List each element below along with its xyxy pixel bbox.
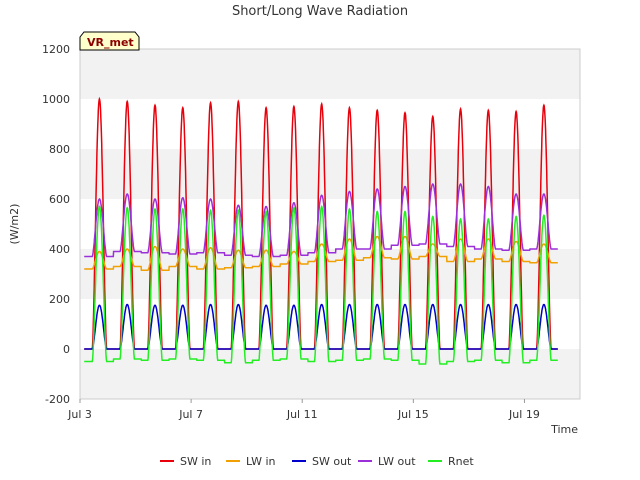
legend-label: SW in [180, 455, 211, 468]
y-tick-label: 1200 [42, 43, 70, 56]
legend-label: SW out [312, 455, 352, 468]
legend-label: Rnet [448, 455, 474, 468]
legend: SW in LW in SW out LW out Rnet [160, 455, 474, 468]
y-axis-ticks: -200 0 200 400 600 800 1000 1200 [42, 43, 70, 406]
x-axis-label: Time [550, 423, 578, 436]
series-line-rnet [84, 204, 558, 365]
legend-label: LW out [378, 455, 416, 468]
y-tick-label: 400 [49, 243, 70, 256]
y-tick-label: 200 [49, 293, 70, 306]
series-line-sw-out [84, 303, 558, 350]
y-tick-label: 600 [49, 193, 70, 206]
chart-title: Short/Long Wave Radiation [232, 4, 408, 19]
y-tick-label: 0 [63, 343, 70, 356]
site-tag: VR_met [79, 31, 140, 51]
legend-label: LW in [246, 455, 276, 468]
y-tick-label: 1000 [42, 93, 70, 106]
x-axis-ticks: Jul 3 Jul 7 Jul 11 Jul 15 Jul 19 [67, 399, 540, 421]
grid-band [80, 349, 580, 399]
y-axis-label: (W/m2) [8, 204, 21, 245]
x-tick-label: Jul 19 [508, 408, 540, 421]
grid-band [80, 49, 580, 99]
x-tick-label: Jul 11 [286, 408, 318, 421]
series-line-lw-in [84, 235, 558, 272]
x-tick-label: Jul 15 [397, 408, 429, 421]
x-tick-label: Jul 3 [67, 408, 92, 421]
grid-band [80, 149, 580, 199]
grid-band [80, 249, 580, 299]
plot-series [84, 96, 558, 365]
x-tick-label: Jul 7 [178, 408, 203, 421]
y-tick-label: -200 [45, 393, 70, 406]
series-line-lw-out [84, 183, 558, 258]
plot-bands [80, 49, 580, 399]
grid-band [80, 299, 580, 349]
site-tag-box [79, 31, 140, 51]
grid-band [80, 199, 580, 249]
grid-band [80, 99, 580, 149]
site-tag-label: VR_met [87, 36, 134, 49]
y-tick-label: 800 [49, 143, 70, 156]
plot-frame [79, 48, 581, 400]
